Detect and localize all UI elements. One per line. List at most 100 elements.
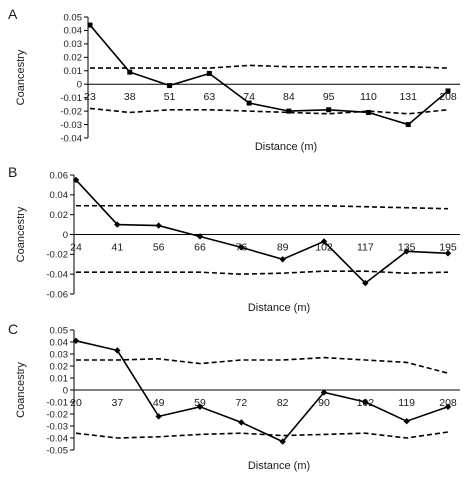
lower-confidence-line (89, 107, 449, 115)
y-tick-label: 0.02 (50, 361, 69, 372)
data-point (206, 70, 212, 76)
data-point (403, 248, 410, 255)
data-point (444, 250, 452, 257)
y-tick-label: -0.04 (60, 133, 82, 144)
x-tick-label: 117 (357, 242, 374, 254)
y-tick-label: 0.04 (64, 26, 83, 37)
y-tick-label: -0.03 (46, 421, 68, 432)
x-tick-label: 90 (318, 397, 330, 409)
y-axis-title: Coancestry (15, 49, 27, 105)
x-tick-label: 37 (111, 397, 123, 409)
x-tick-label: 208 (439, 397, 457, 409)
x-tick-label: 20 (70, 397, 82, 409)
y-tick-label: 0.05 (64, 12, 83, 23)
y-tick-label: -0.05 (46, 445, 68, 456)
data-point (326, 107, 332, 113)
x-tick-label: 74 (243, 91, 255, 103)
x-tick-label: 102 (315, 242, 333, 254)
y-tick-label: 0 (63, 230, 68, 241)
y-tick-label: 0.01 (50, 373, 69, 384)
coancestry-line (75, 340, 449, 443)
panel-letter: C (8, 321, 18, 337)
coancestry-line (89, 24, 449, 126)
x-tick-label: 51 (164, 91, 176, 103)
y-tick-label: -0.01 (60, 93, 82, 104)
y-tick-label: 0.05 (50, 325, 69, 336)
panel-c: C 0.050.040.030.020.010-0.01-0.02-0.03-0.… (8, 321, 460, 472)
data-point (155, 413, 162, 420)
x-tick-label: 56 (153, 242, 165, 254)
data-point (127, 69, 133, 75)
data-point (444, 403, 452, 410)
y-tick-label: -0.04 (46, 433, 68, 444)
panel-letter: A (8, 6, 18, 22)
data-point (365, 109, 371, 115)
y-tick-label: 0.06 (50, 170, 69, 181)
lower-confidence-line (76, 270, 449, 275)
y-tick-label: 0.02 (64, 53, 83, 64)
panel-letter: B (8, 164, 17, 180)
lower-confidence-line (75, 431, 449, 439)
y-tick-label: -0.06 (46, 289, 68, 300)
upper-confidence-line (76, 204, 449, 210)
x-tick-label: 49 (153, 397, 165, 409)
data-point (72, 337, 80, 344)
y-tick-label: 0.02 (50, 210, 69, 221)
x-tick-label: 135 (398, 242, 416, 254)
y-tick-label: -0.02 (46, 250, 68, 261)
y-tick-label: -0.04 (46, 269, 68, 280)
panel-b: B0.060.040.020-0.02-0.04-0.0624415666768… (8, 164, 460, 314)
data-point (403, 418, 410, 425)
x-tick-label: 95 (323, 91, 335, 103)
x-tick-label: 59 (194, 397, 206, 409)
data-point (167, 83, 173, 89)
x-tick-label: 110 (360, 91, 377, 103)
y-tick-label: 0.03 (50, 349, 69, 360)
x-axis-title: Distance (m) (255, 141, 317, 153)
x-tick-label: 38 (124, 91, 136, 103)
panel-a: A 0.05 0.04 0.03 0.02 0.01 0 -0.01 -0.02 -0.03 -0.… (8, 6, 460, 153)
y-tick-label: 0.04 (50, 337, 69, 348)
data-point (196, 403, 204, 410)
x-tick-label: 63 (203, 91, 215, 103)
coancestry-line (75, 179, 449, 285)
y-tick-label: -0.03 (60, 120, 82, 131)
x-tick-label: 195 (439, 242, 457, 254)
data-point (155, 222, 162, 229)
y-tick-label: -0.02 (60, 106, 82, 117)
upper-confidence-line (76, 356, 449, 374)
data-point (72, 176, 80, 184)
x-tick-label: 66 (194, 242, 206, 254)
data-point (238, 419, 245, 426)
x-axis-title: Distance (m) (248, 302, 310, 314)
data-point (279, 256, 286, 263)
x-tick-label: 24 (70, 242, 82, 254)
x-tick-label: 119 (398, 397, 415, 409)
data-point (114, 347, 121, 354)
data-point (445, 88, 451, 94)
x-tick-label: 23 (84, 91, 96, 103)
x-tick-label: 84 (283, 91, 295, 103)
y-tick-label: 0 (77, 80, 82, 91)
data-point (246, 100, 252, 106)
data-point (114, 221, 121, 228)
upper-confidence-line (90, 64, 449, 69)
x-tick-label: 41 (111, 242, 123, 254)
data-point (362, 279, 369, 287)
x-tick-label: 72 (235, 397, 247, 409)
x-tick-label: 89 (277, 242, 289, 254)
x-tick-label: 82 (277, 397, 289, 409)
data-point (87, 22, 93, 28)
y-tick-label: -0.01 (46, 397, 68, 408)
data-point (279, 438, 286, 445)
data-point (320, 238, 328, 245)
y-tick-label: 0.03 (64, 39, 83, 50)
y-axis-title: Coancestry (15, 362, 27, 418)
data-point (362, 398, 369, 406)
data-point (196, 233, 204, 240)
data-point (286, 108, 292, 114)
data-point (405, 122, 411, 128)
data-point (238, 244, 245, 251)
y-tick-label: 0.04 (50, 190, 69, 201)
